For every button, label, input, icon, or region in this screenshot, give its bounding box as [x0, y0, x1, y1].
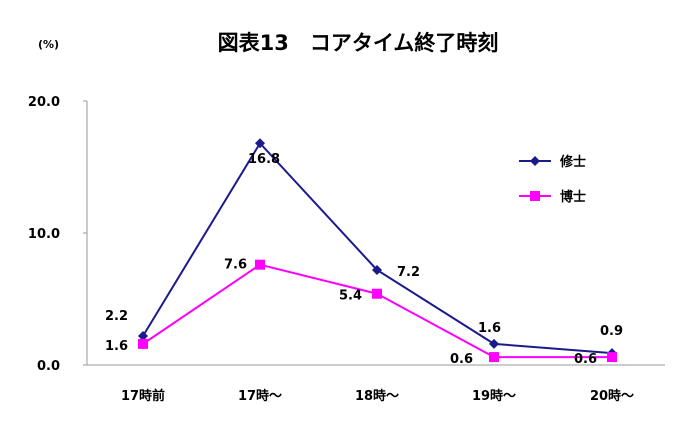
data-point-marker [372, 264, 382, 275]
x-tick-label: 19時～ [472, 388, 516, 404]
data-label: 5.4 [339, 289, 362, 304]
x-tick-label: 18時～ [355, 388, 399, 404]
data-label: 0.9 [600, 324, 623, 339]
data-point-marker [255, 259, 265, 270]
data-label: 1.6 [478, 321, 501, 336]
chart-title: 図表13 コアタイム終了時刻 [218, 31, 499, 55]
legend-label: 修士 [559, 154, 586, 170]
series-markers [138, 138, 617, 363]
y-tick-label: 20.0 [28, 95, 60, 110]
data-label: 7.2 [397, 265, 420, 280]
data-label: 16.8 [248, 152, 280, 167]
data-point-marker [372, 288, 382, 299]
data-point-marker [255, 138, 265, 149]
data-label: 2.2 [105, 309, 128, 324]
data-labels: 2.2 16.8 7.2 1.6 0.9 1.6 7.6 5.4 0.6 0.6 [105, 152, 623, 367]
data-label: 0.6 [450, 352, 473, 367]
y-tick-labels: 0.0 10.0 20.0 [28, 95, 60, 374]
x-tick-label: 17時～ [238, 388, 282, 404]
data-label: 0.6 [574, 352, 597, 367]
series-line-2 [142, 263, 612, 359]
data-label: 7.6 [224, 258, 247, 273]
series-line-1 [142, 141, 613, 355]
x-tick-labels: 17時前 17時～ 18時～ 19時～ 20時～ [121, 388, 634, 404]
y-tick-label: 10.0 [28, 227, 60, 242]
series-lines [142, 141, 613, 359]
data-point-marker [138, 330, 148, 341]
data-label: 1.6 [105, 339, 128, 354]
data-point-marker [489, 352, 499, 363]
axes [83, 100, 665, 366]
data-point-marker [489, 338, 499, 349]
legend-marker [530, 156, 540, 166]
x-tick-label: 17時前 [121, 388, 165, 404]
data-point-marker [138, 338, 148, 349]
x-tick-label: 20時～ [590, 388, 634, 404]
y-tick-label: 0.0 [37, 359, 60, 374]
legend-label: 博士 [560, 189, 586, 205]
legend-marker [530, 191, 540, 201]
data-point-marker [607, 352, 617, 363]
y-unit-label: (%) [38, 38, 59, 51]
